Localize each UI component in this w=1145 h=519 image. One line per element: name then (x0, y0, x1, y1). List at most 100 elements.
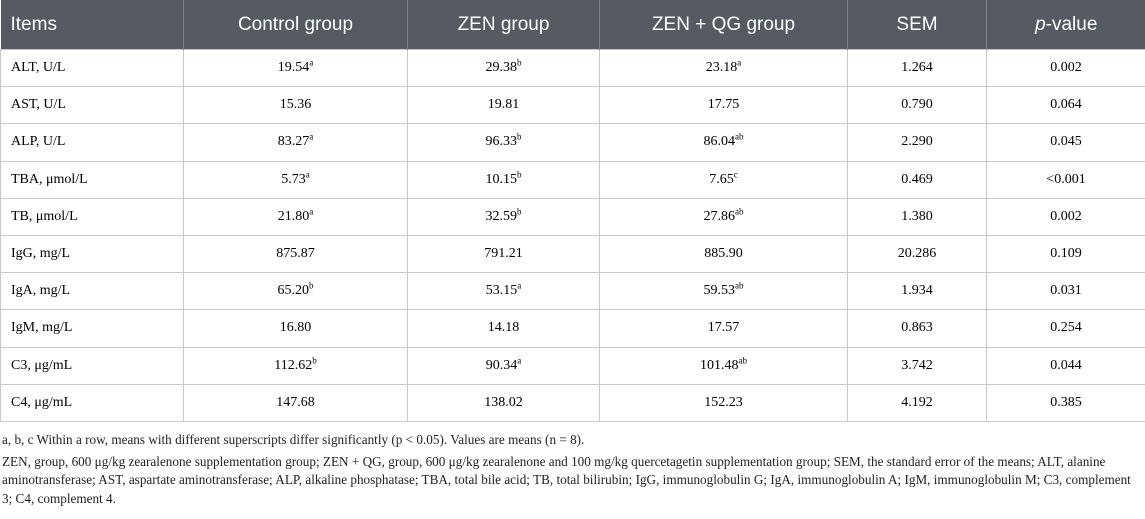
cell-zen-qg: 152.23 (599, 383, 848, 422)
cell-p-value: 0.385 (986, 383, 1145, 422)
cell-zen-qg-value: 86.04 (703, 134, 736, 150)
cell-zen-qg-value: 7.65 (709, 171, 734, 187)
cell-zen-qg-value: 17.75 (707, 97, 740, 113)
cell-zen-value: 19.81 (487, 97, 520, 113)
cell-sem: 1.380 (847, 197, 987, 236)
cell-zen: 32.59b (407, 197, 600, 236)
cell-sem-value: 1.934 (901, 283, 933, 299)
table-row: TBA, μmol/L 5.73a 10.15b 7.65c 0.469 <0.001 (0, 160, 1145, 199)
cell-zen-qg-value: 17.57 (707, 320, 740, 336)
footnote-abbreviations: ZEN, group, 600 μg/kg zearalenone supple… (2, 453, 1131, 506)
cell-item: IgM, mg/L (0, 309, 184, 348)
cell-zen-qg: 86.04ab (599, 123, 848, 162)
cell-sem: 0.790 (847, 86, 987, 125)
cell-zen: 14.18 (407, 309, 600, 348)
cell-control: 65.20b (183, 272, 408, 311)
cell-zen: 53.15a (407, 272, 600, 311)
superscript-letter: b (517, 169, 522, 179)
cell-zen-value: 90.34 (485, 357, 518, 373)
cell-zen-value: 10.15 (485, 171, 518, 187)
cell-p-value: 0.045 (986, 123, 1145, 162)
cell-zen-qg: 59.53ab (599, 272, 848, 311)
cell-zen-qg-value: 152.23 (704, 394, 743, 410)
superscript-letter: b (312, 354, 317, 365)
superscript-letter: b (309, 280, 314, 291)
cell-zen-value: 53.15 (485, 283, 518, 299)
cell-p-value: 0.254 (986, 309, 1145, 348)
cell-control-value: 83.27 (277, 134, 310, 150)
superscript-letter: a (517, 280, 522, 291)
cell-p-value-value: 0.002 (1050, 60, 1082, 76)
table-row: ALP, U/L 83.27a 96.33b 86.04ab 2.290 0.045 (0, 123, 1145, 162)
cell-item-value: IgM, mg/L (11, 320, 73, 336)
header-items: Items (0, 0, 184, 50)
cell-p-value-value: 0.385 (1050, 394, 1082, 410)
cell-p-value: 0.002 (986, 48, 1145, 88)
cell-control: 5.73a (183, 160, 408, 199)
cell-sem-value: 1.264 (901, 60, 933, 76)
cell-zen-qg-value: 59.53 (703, 283, 736, 299)
cell-p-value-value: 0.254 (1050, 320, 1082, 336)
table-body: ALT, U/L 19.54a 29.38b 23.18a 1.264 0.002 AST,… (0, 48, 1145, 422)
cell-item-value: ALP, U/L (11, 134, 66, 150)
cell-item-value: C3, μg/mL (11, 357, 73, 373)
cell-p-value: 0.002 (986, 197, 1145, 236)
superscript-letter: ab (735, 206, 744, 217)
cell-zen-value: 29.38 (485, 60, 518, 76)
cell-p-value: <0.001 (986, 160, 1145, 199)
cell-zen: 96.33b (407, 123, 600, 162)
cell-zen: 29.38b (407, 48, 600, 88)
cell-sem-value: 0.469 (901, 171, 933, 187)
cell-item: ALT, U/L (0, 48, 184, 88)
header-control-group: Control group (183, 0, 408, 50)
table-row: C4, μg/mL 147.68 138.02 152.23 4.192 0.385 (0, 383, 1145, 422)
cell-sem: 0.469 (847, 160, 987, 199)
footnote-significance: a, b, c Within a row, means with differe… (2, 432, 585, 447)
table-row: IgG, mg/L 875.87 791.21 885.90 20.286 0.109 (0, 234, 1145, 274)
cell-zen-qg: 885.90 (599, 234, 848, 274)
cell-control-value: 5.73 (281, 171, 306, 187)
table-row: C3, μg/mL 112.62b 90.34a 101.48ab 3.742 0.044 (0, 346, 1145, 385)
superscript-letter: ab (735, 280, 744, 291)
cell-zen: 791.21 (407, 234, 600, 274)
cell-sem-value: 0.790 (901, 97, 933, 113)
cell-item: C4, μg/mL (0, 383, 184, 422)
cell-zen-qg: 17.57 (599, 309, 848, 348)
cell-sem: 4.192 (847, 383, 987, 422)
cell-item: IgG, mg/L (0, 234, 184, 274)
table-row: TB, μmol/L 21.80a 32.59b 27.86ab 1.380 0.002 (0, 197, 1145, 236)
cell-item-value: TB, μmol/L (11, 208, 78, 224)
cell-zen-qg: 23.18a (599, 48, 848, 88)
cell-item: TB, μmol/L (0, 197, 184, 236)
table-row: AST, U/L 15.36 19.81 17.75 0.790 0.064 (0, 86, 1145, 125)
cell-sem: 20.286 (847, 234, 987, 274)
header-p-value: p-value (986, 0, 1145, 50)
cell-zen: 10.15b (407, 160, 600, 199)
table-row: IgA, mg/L 65.20b 53.15a 59.53ab 1.934 0.031 (0, 272, 1145, 311)
superscript-letter: ab (738, 354, 748, 365)
cell-control-value: 147.68 (276, 394, 315, 410)
cell-control-value: 21.80 (277, 208, 310, 224)
cell-p-value-value: 0.044 (1050, 357, 1082, 373)
cell-item-value: IgG, mg/L (11, 246, 71, 262)
cell-item-value: C4, μg/mL (11, 394, 73, 410)
cell-zen-qg: 17.75 (599, 86, 848, 125)
cell-control: 112.62b (183, 346, 408, 385)
cell-p-value-value: 0.045 (1050, 134, 1082, 150)
cell-p-value: 0.031 (986, 272, 1145, 311)
cell-control: 83.27a (183, 123, 408, 162)
cell-sem-value: 2.290 (901, 134, 933, 150)
footnotes: a, b, c Within a row, means with differe… (2, 428, 1140, 508)
cell-control-value: 16.80 (279, 320, 312, 336)
cell-control: 21.80a (183, 197, 408, 236)
cell-control-value: 112.62 (274, 357, 313, 373)
cell-zen-qg-value: 27.86 (703, 208, 736, 224)
cell-control: 15.36 (183, 86, 408, 125)
superscript-letter: a (309, 57, 314, 68)
cell-zen-qg-value: 23.18 (705, 60, 738, 76)
header-zen-qg-group: ZEN + QG group (599, 0, 848, 50)
cell-item: TBA, μmol/L (0, 160, 184, 199)
cell-zen-qg: 27.86ab (599, 197, 848, 236)
superscript-letter: a (737, 57, 742, 68)
cell-control: 19.54a (183, 48, 408, 88)
